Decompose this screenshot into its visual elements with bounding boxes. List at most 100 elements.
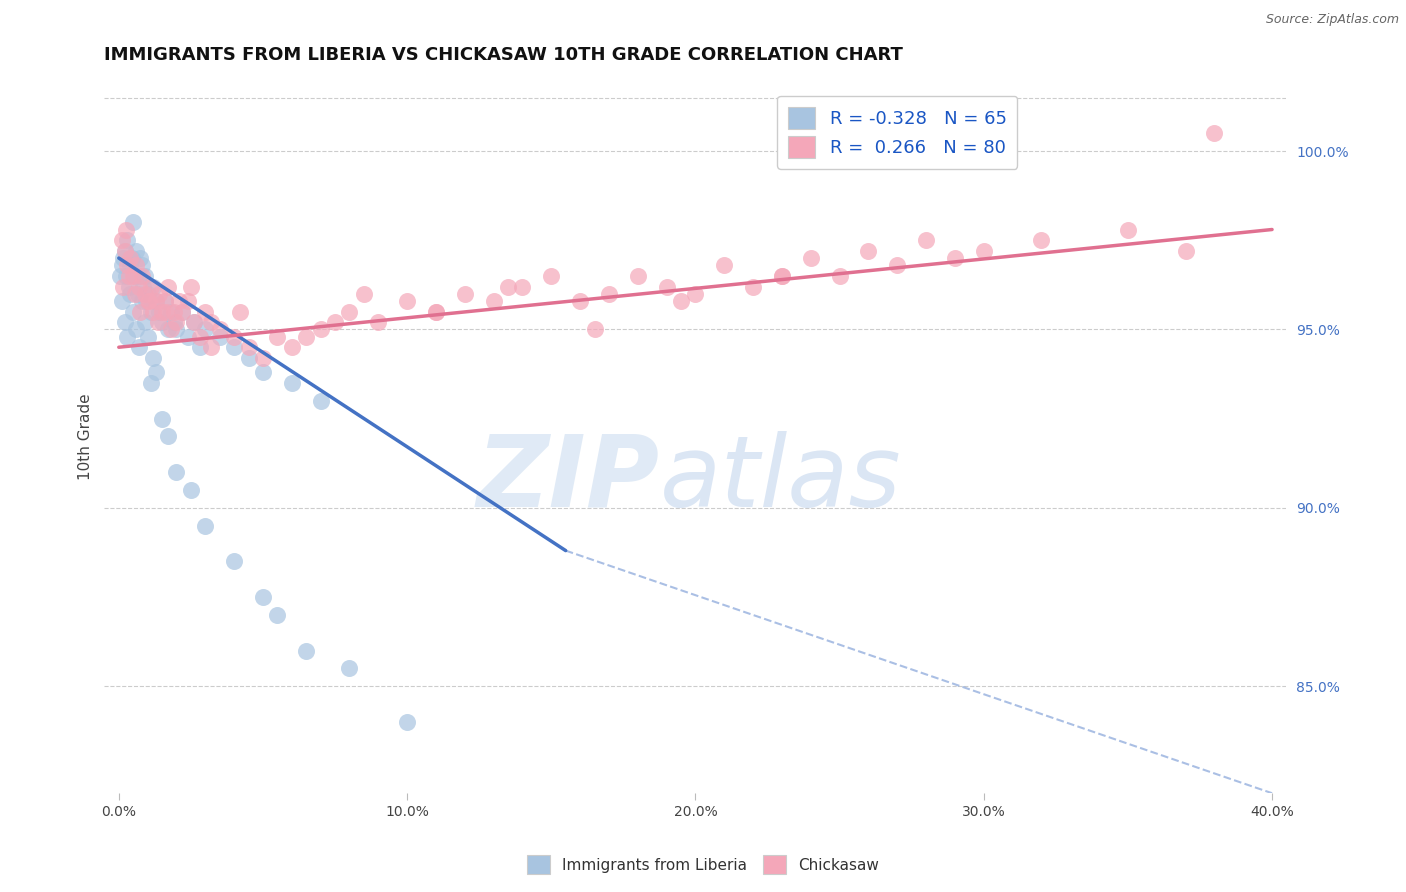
Point [224, 554, 246, 568]
Point [150, 315, 173, 329]
Point [266, 607, 288, 622]
Point [627, 268, 650, 283]
Point [114, 244, 136, 258]
Point [111, 293, 134, 308]
Point [669, 293, 692, 308]
Point [111, 258, 134, 272]
Point [323, 315, 346, 329]
Point [124, 286, 146, 301]
Point [770, 268, 793, 283]
Point [138, 293, 160, 308]
Point [162, 304, 184, 318]
Point [482, 293, 505, 308]
Point [129, 251, 152, 265]
Point [177, 293, 200, 308]
Point [112, 279, 135, 293]
Point [973, 244, 995, 258]
Point [112, 251, 135, 265]
Point [252, 365, 274, 379]
Point [169, 293, 191, 308]
Point [134, 315, 156, 329]
Point [396, 714, 419, 729]
Point [281, 340, 304, 354]
Point [295, 329, 318, 343]
Point [172, 304, 194, 318]
Point [339, 304, 361, 318]
Point [110, 268, 132, 283]
Point [139, 279, 162, 293]
Point [117, 329, 139, 343]
Point [132, 279, 155, 293]
Point [145, 293, 167, 308]
Point [1204, 126, 1226, 140]
Text: atlas: atlas [659, 431, 901, 528]
Point [121, 251, 143, 265]
Point [162, 315, 184, 329]
Point [281, 376, 304, 390]
Point [166, 322, 188, 336]
Point [114, 315, 136, 329]
Point [131, 293, 153, 308]
Point [238, 351, 260, 365]
Point [858, 244, 880, 258]
Point [127, 286, 149, 301]
Point [454, 286, 477, 301]
Point [180, 483, 202, 497]
Point [496, 279, 519, 293]
Point [148, 286, 170, 301]
Point [146, 315, 169, 329]
Point [208, 322, 231, 336]
Point [128, 268, 150, 283]
Point [139, 376, 162, 390]
Point [120, 251, 142, 265]
Point [200, 340, 222, 354]
Point [125, 258, 148, 272]
Point [943, 251, 966, 265]
Point [166, 315, 188, 329]
Point [183, 315, 205, 329]
Point [188, 329, 211, 343]
Point [512, 279, 534, 293]
Point [145, 365, 167, 379]
Legend: R = -0.328   N = 65, R =  0.266   N = 80: R = -0.328 N = 65, R = 0.266 N = 80 [778, 95, 1018, 169]
Point [800, 251, 823, 265]
Point [148, 304, 170, 318]
Text: IMMIGRANTS FROM LIBERIA VS CHICKASAW 10TH GRADE CORRELATION CHART: IMMIGRANTS FROM LIBERIA VS CHICKASAW 10T… [104, 46, 903, 64]
Point [252, 590, 274, 604]
Point [194, 322, 217, 336]
Point [172, 304, 194, 318]
Point [224, 329, 246, 343]
Point [713, 258, 735, 272]
Point [156, 429, 179, 443]
Point [159, 322, 181, 336]
Point [685, 286, 707, 301]
Point [122, 215, 145, 229]
Point [120, 286, 142, 301]
Point [118, 268, 141, 283]
Point [142, 304, 165, 318]
Point [117, 258, 139, 272]
Point [150, 411, 173, 425]
Point [353, 286, 375, 301]
Point [598, 286, 620, 301]
Point [128, 279, 150, 293]
Point [136, 286, 159, 301]
Point [129, 304, 152, 318]
Point [224, 340, 246, 354]
Point [339, 661, 361, 675]
Point [128, 340, 150, 354]
Point [1116, 222, 1139, 236]
Point [742, 279, 765, 293]
Point [131, 268, 153, 283]
Point [156, 322, 179, 336]
Point [136, 293, 159, 308]
Point [156, 279, 179, 293]
Point [886, 258, 908, 272]
Point [396, 293, 419, 308]
Point [655, 279, 678, 293]
Point [540, 268, 562, 283]
Point [309, 393, 332, 408]
Point [115, 222, 138, 236]
Point [229, 304, 252, 318]
Point [114, 244, 136, 258]
